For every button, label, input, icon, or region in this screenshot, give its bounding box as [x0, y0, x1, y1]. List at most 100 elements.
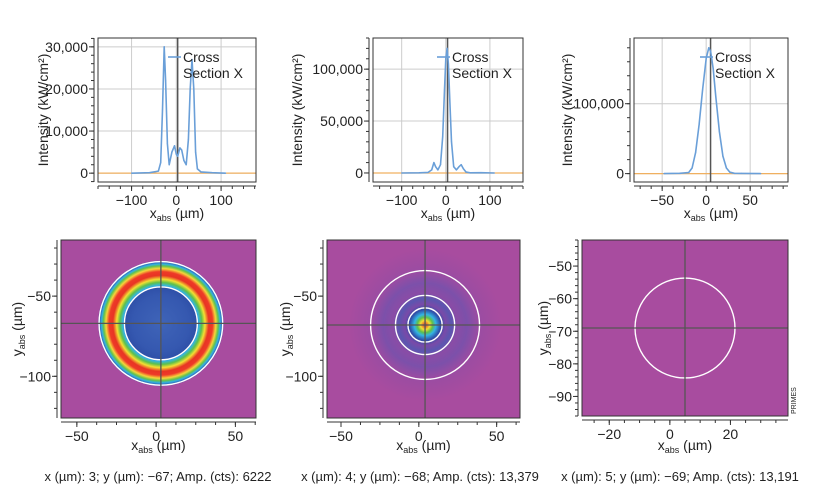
axis-label-subscript: abs — [428, 213, 443, 223]
axis-label-main: x — [131, 437, 138, 453]
x-tick-label: 50 — [489, 428, 505, 444]
data-point — [450, 141, 453, 143]
y-tick-label: 0 — [80, 165, 88, 181]
y-tick-label: 50,000 — [320, 113, 363, 129]
x-tick-label: −100 — [116, 192, 148, 208]
data-point — [445, 58, 447, 60]
data-point — [729, 171, 731, 173]
x-tick-label: 100 — [209, 192, 233, 208]
data-point — [211, 172, 213, 174]
x-tick-label: −50 — [65, 428, 89, 444]
y-tick-label: −70 — [548, 323, 572, 339]
data-point — [183, 159, 185, 162]
y-tick-label: −90 — [548, 388, 572, 404]
legend-label-line1: Cross — [715, 49, 752, 65]
axis-label-subscript: abs — [285, 334, 295, 349]
axis-label-main: x — [396, 437, 403, 453]
x-tick-label: 0 — [442, 192, 450, 208]
data-point — [171, 151, 173, 153]
data-point — [480, 172, 482, 174]
data-point — [663, 173, 665, 175]
data-point — [401, 172, 403, 174]
heatmap-chart-4: x (µm): 3; y (µm): −67; Amp. (cts): 6222… — [9, 239, 272, 484]
data-point — [148, 172, 151, 174]
plot-frame — [633, 37, 789, 183]
data-point — [427, 171, 429, 174]
y-axis-label: Intensity (kW/cm²) — [559, 54, 575, 167]
heatmap-chart-6: x (µm): 5; y (µm): −69; Amp. (cts): 13,1… — [535, 239, 799, 484]
axis-label-unit: (µm) — [9, 302, 25, 335]
data-point — [191, 58, 193, 61]
data-point — [130, 172, 133, 174]
data-point — [168, 164, 170, 166]
axis-label-main: x — [684, 205, 691, 221]
data-point — [462, 168, 465, 170]
legend-label-line2: Section X — [715, 65, 776, 81]
x-tick-label: 0 — [415, 428, 423, 444]
legend-label-line2: Section X — [452, 65, 513, 81]
data-point — [687, 171, 690, 174]
x-tick-label: 100 — [478, 192, 502, 208]
axis-label-unit: (µm) — [679, 437, 712, 453]
data-point — [702, 89, 704, 91]
data-point — [166, 143, 168, 145]
y-tick-label: −100 — [285, 368, 317, 384]
y-axis-label: yabs (µm) — [535, 301, 553, 355]
plot-frame — [581, 239, 789, 417]
data-point — [740, 172, 742, 175]
axis-label-main: y — [535, 348, 551, 355]
axis-label-unit: (µm) — [705, 205, 738, 221]
axis-label-subscript: abs — [157, 213, 172, 223]
axis-label-subscript: abs — [138, 445, 153, 455]
data-point — [193, 88, 195, 90]
plot-frame — [97, 37, 257, 183]
y-tick-label: 20,000 — [45, 81, 88, 97]
data-point — [442, 136, 444, 138]
y-tick-label: −60 — [548, 291, 572, 307]
axis-label-unit: (µm) — [442, 205, 475, 221]
data-point — [200, 171, 202, 173]
x-tick-label: 0 — [666, 426, 674, 442]
data-point — [187, 138, 190, 141]
x-axis-label: xabs (µm) — [421, 205, 475, 223]
y-tick-label: −50 — [293, 288, 317, 304]
data-point — [691, 167, 693, 169]
cursor-readout-caption: x (µm): 3; y (µm): −67; Amp. (cts): 6222 — [44, 469, 271, 484]
data-point — [161, 109, 164, 111]
x-tick-label: 50 — [742, 192, 758, 208]
axis-label-unit: (µm) — [153, 437, 186, 453]
data-point — [458, 166, 460, 168]
axis-label-subscript: abs — [403, 445, 418, 455]
data-point — [712, 68, 714, 70]
data-point — [705, 57, 707, 59]
cursor-readout-caption: x (µm): 4; y (µm): −68; Amp. (cts): 13,3… — [301, 469, 539, 484]
y-tick-label: −80 — [548, 356, 572, 372]
data-point — [194, 151, 197, 153]
data-point — [418, 172, 420, 174]
y-tick-label: 0 — [355, 165, 363, 181]
plot-frame — [326, 239, 521, 419]
axis-label-main: y — [9, 349, 25, 356]
data-point — [224, 172, 227, 174]
data-point — [173, 145, 176, 147]
x-tick-label: −100 — [386, 192, 418, 208]
data-point — [493, 172, 495, 174]
data-point — [433, 161, 435, 164]
heatmap-chart-5: x (µm): 4; y (µm): −68; Amp. (cts): 13,3… — [277, 239, 539, 484]
axis-label-subscript: abs — [17, 334, 27, 349]
legend-label-line2: Section X — [183, 65, 244, 81]
data-point — [447, 63, 450, 65]
data-point — [443, 89, 446, 91]
data-point — [709, 50, 712, 52]
y-tick-label: −50 — [548, 258, 572, 274]
axis-label-subscript: abs — [543, 333, 553, 348]
data-point — [175, 153, 177, 155]
axis-label-main: x — [658, 437, 665, 453]
data-point — [698, 124, 700, 126]
x-axis-label: xabs (µm) — [150, 205, 204, 223]
x-tick-label: −50 — [329, 428, 353, 444]
axis-label-subscript: abs — [665, 445, 680, 455]
